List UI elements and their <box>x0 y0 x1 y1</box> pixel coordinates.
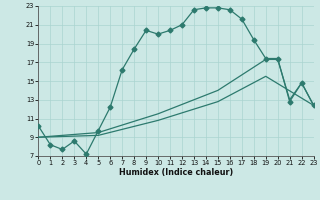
X-axis label: Humidex (Indice chaleur): Humidex (Indice chaleur) <box>119 168 233 177</box>
